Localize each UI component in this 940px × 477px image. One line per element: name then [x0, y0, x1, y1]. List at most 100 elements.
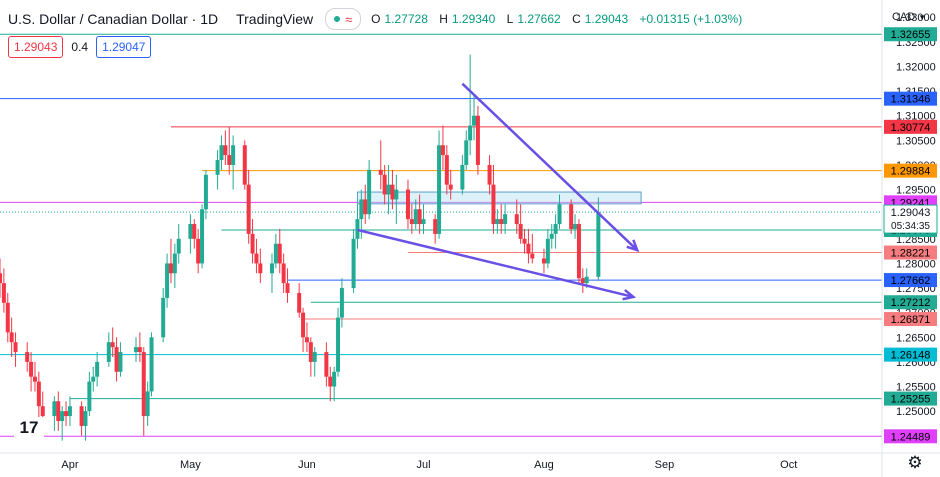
price-tick: 1.30500 [896, 135, 936, 147]
level-label-bg [884, 119, 937, 134]
level-label-bg [884, 295, 937, 310]
candle-body [328, 376, 333, 387]
candle-2022-06-30 [417, 194, 422, 234]
trendline-arrowhead-1 [622, 288, 637, 301]
level-label-text: 1.28221 [891, 248, 931, 260]
level-label-1.27212: 1.27212 [884, 295, 937, 310]
candle-body [60, 411, 65, 421]
candle-2022-05-26 [281, 253, 286, 293]
candle-body [301, 312, 306, 338]
candle-2022-05-19 [254, 238, 259, 274]
candle-body [110, 342, 115, 348]
candle-2022-04-05 [83, 406, 88, 441]
candle-2022-04-08 [95, 352, 100, 387]
level-price-labels: 1.326551.313461.307741.298841.292411.286… [883, 27, 938, 444]
candle-2022-03-17 [9, 317, 14, 357]
close-value: 1.29043 [584, 12, 629, 26]
candle-body [145, 391, 150, 417]
candle-body [514, 214, 519, 225]
candle-2022-06-16 [363, 184, 368, 225]
candle-body [312, 352, 317, 362]
low-value: 1.27662 [517, 12, 561, 26]
candle-body [468, 125, 473, 141]
candle-body [417, 209, 422, 225]
candle-2022-06-22 [386, 164, 391, 215]
candle-2022-06-06 [324, 342, 329, 387]
candle-body [25, 352, 30, 362]
candle-body [421, 219, 426, 225]
candle-2022-03-29 [56, 391, 61, 431]
price-tick: 1.26500 [896, 332, 936, 344]
candle-body [285, 283, 290, 293]
candle-2022-05-31 [301, 307, 306, 353]
candle-body [499, 219, 504, 225]
level-label-1.32655: 1.32655 [884, 27, 937, 42]
candle-2022-07-26 [518, 204, 523, 244]
candle-2022-07-28 [526, 228, 531, 264]
candle-2022-05-16 [242, 140, 247, 190]
candle-body [95, 361, 100, 377]
candle-body [541, 258, 546, 264]
candle-2022-07-13 [468, 54, 473, 156]
time-tick-oct: Oct [780, 459, 797, 471]
candle-2022-04-01 [67, 396, 72, 426]
level-label-bg [884, 347, 937, 362]
symbol-title[interactable]: U.S. Dollar / Canadian Dollar · 1D [8, 11, 219, 27]
candle-body [200, 209, 205, 264]
candle-body [526, 243, 531, 254]
candle-2022-06-29 [413, 199, 418, 229]
candle-body [518, 224, 523, 239]
interval-label[interactable]: 1D [200, 11, 219, 27]
tradingview-logo-icon[interactable]: 17 [14, 417, 44, 439]
buy-button[interactable]: 1.29047 [96, 36, 152, 58]
gear-icon[interactable]: ⚙ [907, 453, 923, 472]
candle-2022-03-21 [25, 342, 30, 372]
candle-2022-08-11 [580, 268, 585, 293]
candle-body [576, 224, 581, 279]
candle-body [196, 238, 201, 264]
chevron-down-icon: ▼ [918, 12, 927, 22]
candle-2022-06-13 [351, 228, 356, 293]
candle-2022-06-02 [308, 337, 313, 377]
level-label-bg [884, 27, 937, 42]
candle-2022-05-20 [258, 248, 263, 284]
candle-2022-05-10 [219, 135, 224, 170]
candle-2022-05-02 [188, 214, 193, 254]
candle-body [0, 273, 2, 284]
candle-2022-03-22 [29, 352, 34, 392]
candle-body [133, 347, 138, 353]
candle-body [106, 342, 111, 362]
candle-2022-07-14 [472, 96, 477, 141]
time-tick-sep: Sep [655, 459, 675, 471]
resistance-zone [356, 191, 642, 205]
level-label-text: 1.30774 [891, 122, 931, 134]
candle-body [573, 224, 578, 229]
candle-2022-07-20 [495, 209, 500, 234]
time-tick-may: May [180, 459, 201, 471]
candle-2022-07-21 [499, 204, 504, 234]
candle-body [336, 317, 341, 372]
sell-button[interactable]: 1.29043 [8, 36, 64, 58]
candle-2022-07-04 [433, 214, 438, 244]
level-label-1.28221: 1.28221 [884, 245, 937, 260]
candle-body [87, 381, 92, 412]
candle-body [29, 361, 34, 377]
candle-body [9, 332, 14, 343]
candle-body [495, 219, 500, 225]
level-label-1.29884: 1.29884 [884, 163, 937, 178]
currency-selector[interactable]: CAD ▼ [892, 8, 932, 26]
candle-body [475, 115, 480, 165]
candle-body [83, 411, 88, 426]
candle-2022-08-10 [576, 219, 581, 284]
candle-body [530, 253, 535, 259]
trendline-1 [357, 228, 634, 299]
candle-2022-04-07 [91, 366, 96, 392]
candle-2022-06-24 [394, 174, 399, 225]
market-status-pill[interactable]: ≈ [325, 8, 362, 30]
candle-2022-03-24 [36, 371, 41, 421]
time-axis[interactable]: Apr May Jun Jul Aug Sep Oct [0, 452, 940, 471]
level-label-text: 1.32655 [891, 29, 931, 41]
candle-body [440, 145, 445, 156]
candle-body [394, 189, 399, 200]
